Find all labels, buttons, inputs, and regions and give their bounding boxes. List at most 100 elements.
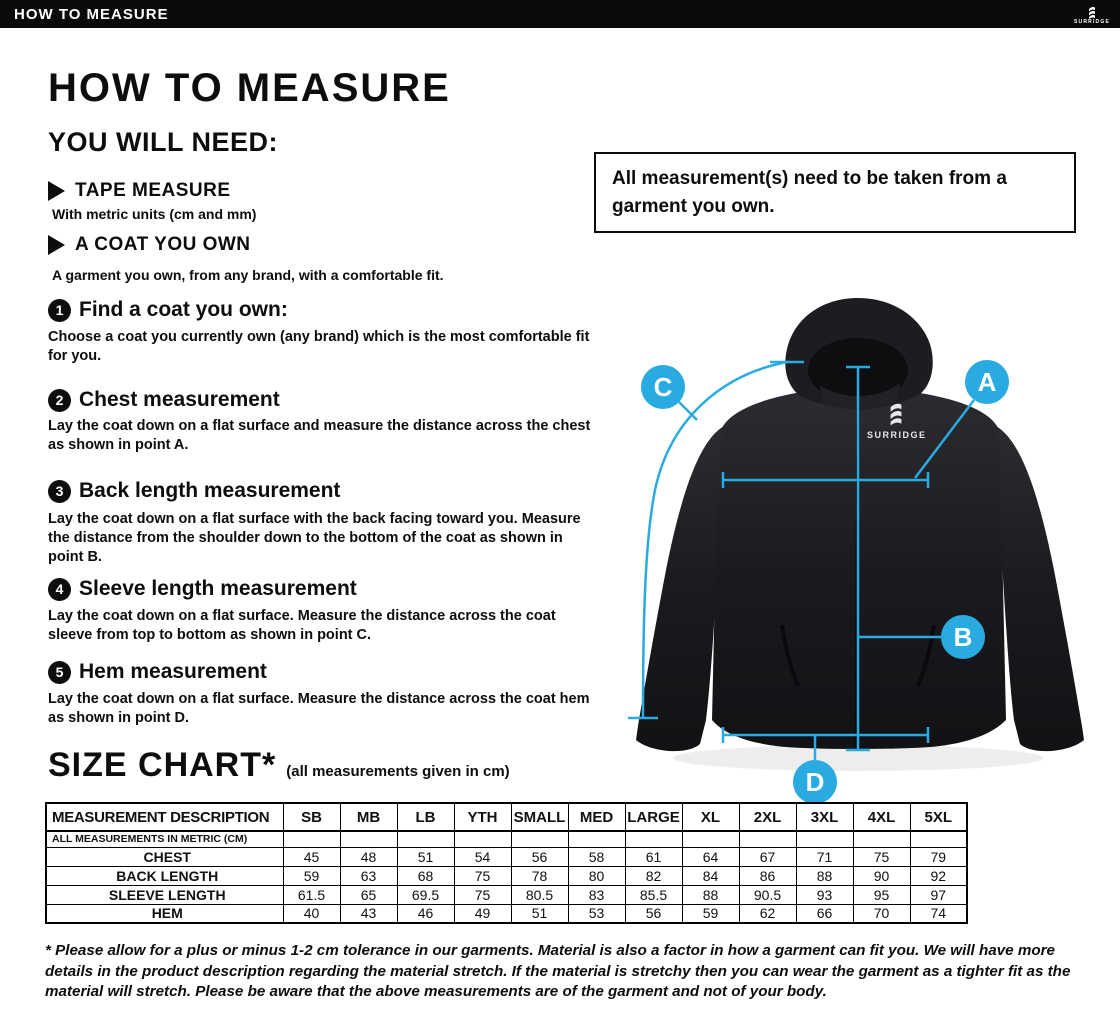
table-cell — [909, 830, 968, 848]
point-b-badge — [941, 615, 985, 659]
step-number-badge: 1 — [48, 298, 71, 322]
table-cell: 61 — [624, 846, 683, 867]
table-cell: 54 — [453, 846, 512, 867]
table-header-cell: MB — [339, 802, 398, 832]
table-cell: 85.5 — [624, 884, 683, 905]
step-4-desc: Lay the coat down on a flat surface. Mea… — [48, 608, 556, 643]
table-cell: 90 — [852, 865, 911, 886]
table-header-cell: MEASUREMENT DESCRIPTION — [45, 802, 284, 832]
measurement-lines — [628, 360, 975, 760]
table-cell — [396, 830, 455, 848]
table-cell: 90.5 — [738, 884, 797, 905]
table-cell — [510, 830, 569, 848]
jacket-measurement-diagram: SURRIDGE — [600, 290, 1120, 810]
table-cell — [567, 830, 626, 848]
step-3-desc: Lay the coat down on a flat surface with… — [48, 511, 581, 565]
table-cell: 58 — [567, 846, 626, 867]
table-header-cell: MED — [567, 802, 626, 832]
table-cell: 62 — [738, 903, 797, 924]
step-3-title: 3 Back length measurement — [48, 479, 340, 503]
table-cell — [852, 830, 911, 848]
table-cell: 45 — [282, 846, 341, 867]
table-cell: 68 — [396, 865, 455, 886]
jacket-chest-logo-word: SURRIDGE — [867, 430, 927, 440]
requirement-desc: A garment you own, from any brand, with … — [52, 267, 444, 283]
surridge-logo: SURRIDGE — [1074, 4, 1110, 25]
point-a-badge — [965, 360, 1009, 404]
table-header-cell: YTH — [453, 802, 512, 832]
table-cell: 95 — [852, 884, 911, 905]
table-header-cell: SMALL — [510, 802, 569, 832]
measurement-note-box: All measurement(s) need to be taken from… — [594, 152, 1076, 234]
table-cell: 65 — [339, 884, 398, 905]
surridge-s-icon — [1089, 6, 1095, 19]
a-connector-line — [914, 399, 975, 479]
step-5-desc: Lay the coat down on a flat surface. Mea… — [48, 691, 590, 726]
table-header-cell: LARGE — [624, 802, 683, 832]
table-cell: 56 — [624, 903, 683, 924]
requirement-label: TAPE MEASURE — [75, 180, 231, 201]
sleeve-measure-curve — [641, 360, 788, 719]
table-header-cell: SB — [282, 802, 341, 832]
table-cell: 78 — [510, 865, 569, 886]
page-title: HOW TO MEASURE — [48, 66, 451, 110]
table-cell: 59 — [282, 865, 341, 886]
table-cell: CHEST — [45, 846, 284, 867]
table-cell — [738, 830, 797, 848]
table-cell: 51 — [396, 846, 455, 867]
table-cell: 80.5 — [510, 884, 569, 905]
table-header-cell: 5XL — [909, 802, 968, 832]
step-5-title: 5 Hem measurement — [48, 660, 267, 684]
triangle-bullet-icon — [48, 181, 65, 201]
table-cell: 49 — [453, 903, 512, 924]
table-cell: 88 — [681, 884, 740, 905]
table-cell: ALL MEASUREMENTS IN METRIC (CM) — [45, 830, 284, 848]
table-cell: 63 — [339, 865, 398, 886]
step-number-badge: 3 — [48, 479, 71, 503]
point-c-badge — [641, 365, 685, 409]
table-cell: 69.5 — [396, 884, 455, 905]
step-number-badge: 2 — [48, 388, 71, 412]
step-number-badge: 5 — [48, 660, 71, 684]
point-d-badge — [793, 760, 837, 804]
top-bar: HOW TO MEASURE SURRIDGE — [0, 0, 1120, 28]
c-connector-line — [678, 401, 698, 421]
step-1-desc: Choose a coat you currently own (any bra… — [48, 329, 590, 364]
you-will-need-heading: YOU WILL NEED: — [48, 127, 279, 157]
table-cell: 40 — [282, 903, 341, 924]
table-cell: 74 — [909, 903, 968, 924]
table-cell: 83 — [567, 884, 626, 905]
step-number-badge: 4 — [48, 577, 71, 601]
table-cell: 75 — [453, 865, 512, 886]
svg-text:D: D — [806, 767, 825, 797]
size-chart-table: MEASUREMENT DESCRIPTION SB MB LB YTH SMALL MED… — [45, 802, 968, 924]
table-cell: 64 — [681, 846, 740, 867]
table-cell: HEM — [45, 903, 284, 924]
table-cell: 67 — [738, 846, 797, 867]
table-cell: 75 — [852, 846, 911, 867]
table-cell: 88 — [795, 865, 854, 886]
svg-text:A: A — [978, 367, 997, 397]
svg-text:B: B — [954, 622, 973, 652]
requirement-label: A COAT YOU OWN — [75, 234, 251, 255]
step-2-title: 2 Chest measurement — [48, 388, 280, 412]
table-cell: 86 — [738, 865, 797, 886]
step-4-title: 4 Sleeve length measurement — [48, 577, 357, 601]
table-cell: SLEEVE LENGTH — [45, 884, 284, 905]
table-header-cell: LB — [396, 802, 455, 832]
step-2-desc: Lay the coat down on a flat surface and … — [48, 418, 591, 453]
table-header-cell: 4XL — [852, 802, 911, 832]
table-cell: 46 — [396, 903, 455, 924]
requirement-desc: With metric units (cm and mm) — [52, 206, 257, 222]
jacket-diagram-svg: SURRIDGE — [628, 298, 1084, 804]
table-header-cell: 2XL — [738, 802, 797, 832]
tolerance-footnote: * Please allow for a plus or minus 1-2 c… — [45, 942, 1071, 1001]
requirement-tape-measure: TAPE MEASURE — [48, 180, 231, 202]
table-cell: 43 — [339, 903, 398, 924]
requirement-coat: A COAT YOU OWN — [48, 234, 251, 256]
table-header-cell: XL — [681, 802, 740, 832]
table-cell: 71 — [795, 846, 854, 867]
table-cell: 79 — [909, 846, 968, 867]
table-cell: 66 — [795, 903, 854, 924]
table-cell: 97 — [909, 884, 968, 905]
